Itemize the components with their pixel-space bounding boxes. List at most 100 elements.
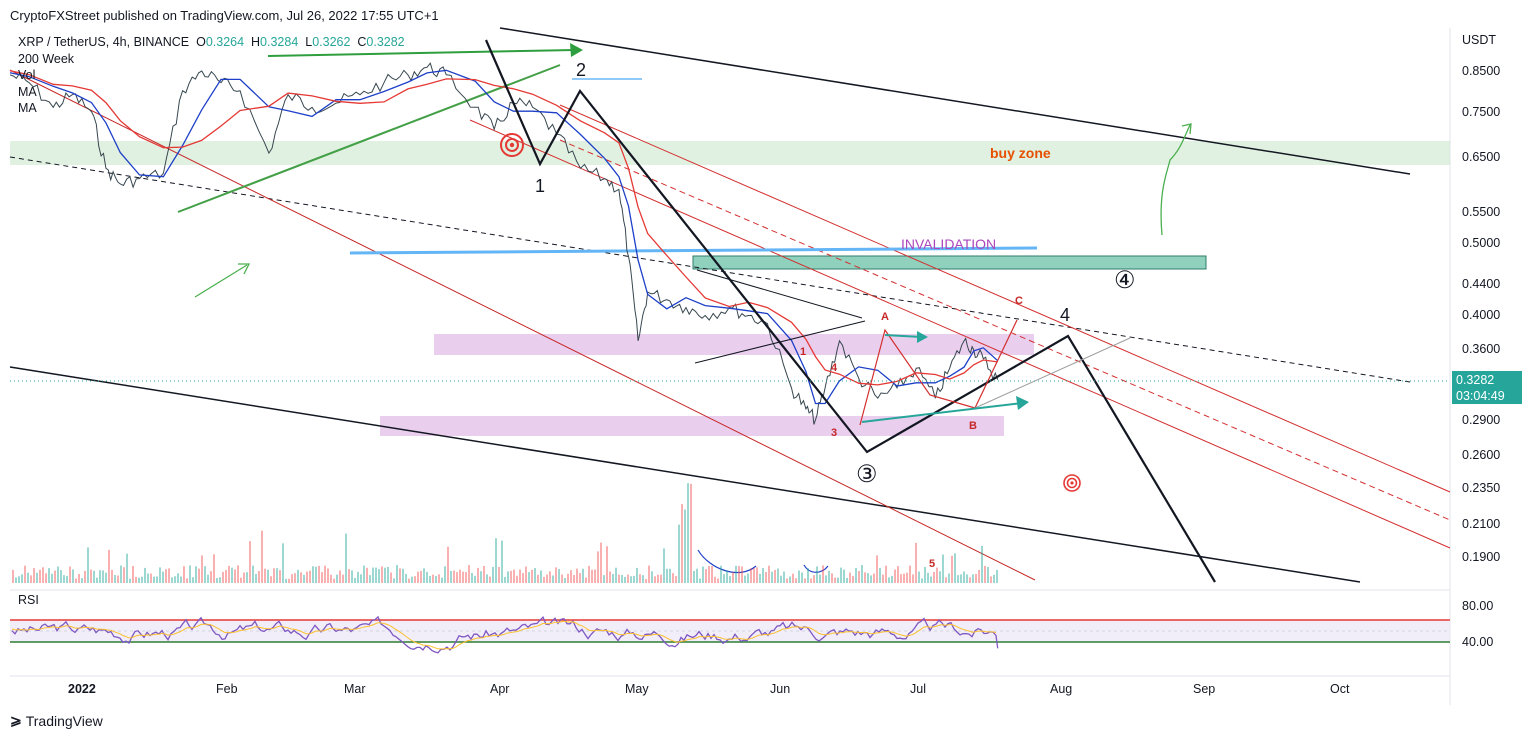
volume-bar (273, 568, 275, 583)
volume-bar (504, 576, 506, 583)
volume-bar (996, 569, 998, 583)
legend-row-ma[interactable]: MA (18, 84, 37, 99)
volume-bar (363, 565, 365, 583)
volume-bar (471, 573, 473, 583)
volume-bar (801, 572, 803, 583)
volume-bar (696, 568, 698, 583)
volume-bar (993, 574, 995, 583)
wave-4-label: 4 (1060, 305, 1071, 325)
volume-bar (771, 571, 773, 583)
volume-bar (177, 573, 179, 583)
green-arrow-top (267, 49, 576, 57)
volume-bar (987, 566, 989, 583)
volume-bar (903, 573, 905, 583)
legend-row-200-week[interactable]: 200 Week (18, 51, 75, 66)
volume-bar (321, 572, 323, 583)
volume-bar (840, 567, 842, 583)
tradingview-brand[interactable]: ⩾ TradingView (10, 712, 103, 729)
volume-bar (708, 566, 710, 583)
volume-bar (756, 567, 758, 583)
volume-bar (282, 543, 284, 583)
volume-bar (873, 573, 875, 583)
volume-bar (132, 566, 134, 583)
volume-bar (633, 575, 635, 583)
volume-bar (81, 578, 83, 583)
volume-bar (726, 570, 728, 583)
low-label: L (305, 35, 313, 49)
volume-bar (18, 576, 20, 583)
volume-bar (624, 576, 626, 583)
legend-row-vol[interactable]: Vol (18, 68, 36, 82)
buy-zone (10, 141, 1450, 165)
volume-bar (351, 570, 353, 583)
volume-bar (429, 575, 431, 583)
volume-bar (558, 569, 560, 583)
volume-bar (675, 575, 677, 583)
volume-bar (105, 572, 107, 583)
volume-bar (225, 570, 227, 583)
volume-bar (627, 574, 629, 583)
symbol-row[interactable]: XRP / TetherUS, 4h, BINANCE O0.3264 H0.3… (18, 34, 405, 51)
volume-bar (222, 571, 224, 583)
volume-bar (420, 570, 422, 583)
volume-bar (21, 574, 23, 583)
volume-bar (843, 569, 845, 583)
volume-bar (783, 571, 785, 583)
volume-bar (402, 568, 404, 583)
volume-bar (90, 569, 92, 583)
volume-bar (342, 574, 344, 583)
volume-bar (906, 572, 908, 583)
volume-bar (651, 571, 653, 583)
subwave-5-label: 5 (929, 558, 936, 570)
volume-bar (681, 504, 683, 583)
abc-channel-line (694, 320, 866, 364)
volume-bar (630, 576, 632, 583)
volume-bar (393, 578, 395, 583)
volume-bar (606, 546, 608, 583)
legend-row-ma[interactable]: MA (18, 101, 37, 115)
volume-bar (858, 571, 860, 583)
volume-bar (942, 554, 944, 583)
volume-bar (219, 577, 221, 583)
volume-bar (69, 566, 71, 583)
volume-bar (534, 568, 536, 583)
volume-bar (660, 574, 662, 583)
volume-bar (738, 565, 740, 583)
volume-bar (495, 538, 497, 583)
volume-bar (600, 542, 602, 583)
volume-bar (75, 578, 77, 583)
volume-bar (564, 578, 566, 583)
volume-bar (723, 574, 725, 583)
teal-arrow-1-head (917, 331, 928, 343)
volume-bar (732, 571, 734, 583)
volume-bar (399, 568, 401, 583)
volume-bar (156, 576, 158, 583)
volume-bar (639, 574, 641, 583)
volume-bar (636, 567, 638, 583)
high-value: 0.3284 (260, 35, 299, 49)
volume-bar (891, 575, 893, 583)
volume-bar (705, 569, 707, 583)
volume-bar (192, 577, 194, 583)
volume-bar (216, 578, 218, 583)
volume-bar (51, 573, 53, 583)
rsi-label[interactable]: RSI (18, 593, 39, 607)
volume-bar (489, 576, 491, 583)
volume-bar (189, 565, 191, 583)
green-arrow-top-head (570, 43, 583, 57)
volume-bar (129, 578, 131, 583)
volume-bar (330, 574, 332, 583)
volume-bar (549, 571, 551, 583)
channel-top-line (499, 27, 1411, 175)
volume-bar (57, 566, 59, 583)
volume-bar (876, 555, 878, 583)
y-tick: 0.3600 (1462, 342, 1501, 356)
volume-bar (927, 572, 929, 583)
volume-bar (966, 574, 968, 583)
volume-bar (267, 569, 269, 583)
volume-bar (84, 570, 86, 583)
volume-bar (135, 576, 137, 583)
volume-bar (60, 570, 62, 583)
high-label: H (251, 35, 261, 49)
